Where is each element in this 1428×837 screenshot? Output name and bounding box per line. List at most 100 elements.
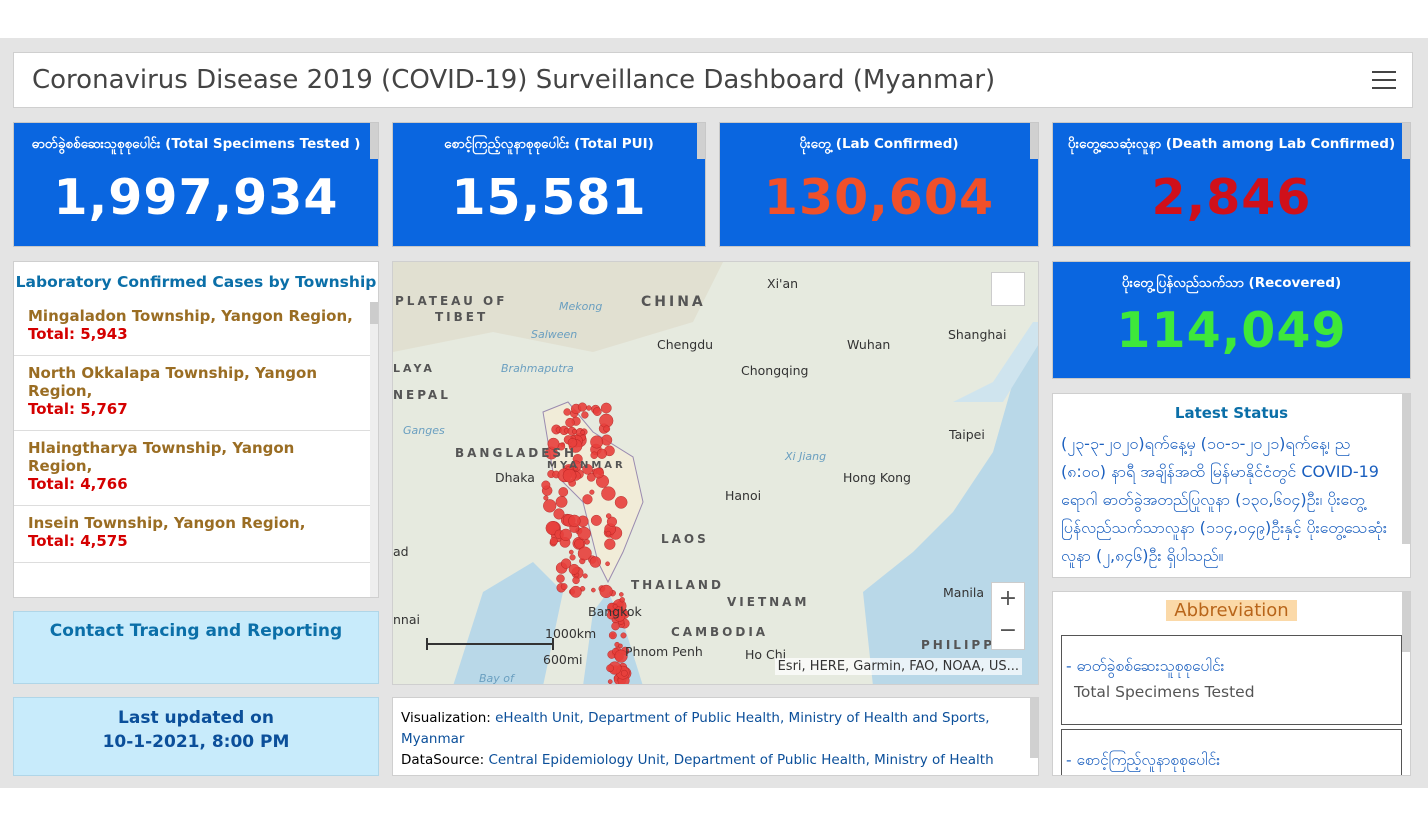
case-dot[interactable] [614, 649, 628, 663]
case-dot[interactable] [568, 563, 580, 575]
case-dot[interactable] [589, 556, 602, 568]
case-dot[interactable] [586, 405, 592, 411]
abbr-item: - ဓာတ်ခွဲစစ်ဆေးသူစုစုပေါင်း Total Specim… [1061, 635, 1402, 725]
case-dot[interactable] [560, 583, 568, 590]
credit[interactable]: Central Epidemiology Unit, Department of… [488, 752, 994, 768]
abbr-title: Abbreviation [1166, 600, 1297, 621]
map-label: LAOS [661, 532, 709, 546]
case-dot[interactable] [574, 538, 585, 549]
contact-tracing[interactable]: Contact Tracing and Reporting [13, 611, 379, 684]
township-item[interactable]: North Okkalapa Township, Yangon Region, T… [14, 356, 370, 431]
case-dot[interactable] [569, 554, 576, 561]
case-dot[interactable] [560, 558, 572, 569]
case-dot[interactable] [569, 585, 582, 598]
case-dot[interactable] [612, 603, 618, 609]
case-dot[interactable] [555, 495, 568, 508]
case-dot[interactable] [619, 597, 625, 603]
card-value: 1,997,934 [53, 169, 339, 226]
township-item[interactable]: Mingaladon Township, Yangon Region, Total… [14, 299, 370, 356]
card-value: 130,604 [763, 169, 995, 226]
case-dot[interactable] [567, 437, 578, 448]
map-label: Hanoi [725, 488, 762, 503]
last-updated: Last updated on 10-1-2021, 8:00 PM [13, 697, 379, 776]
case-dot[interactable] [605, 513, 612, 519]
overview-button[interactable] [991, 272, 1025, 306]
case-dot[interactable] [620, 669, 628, 677]
township-item[interactable]: Hlaingtharya Township, Yangon Region, Tot… [14, 431, 370, 506]
case-dot[interactable] [558, 487, 569, 497]
case-dot[interactable] [601, 434, 613, 446]
map-label: MYANMAR [547, 460, 626, 471]
stat-card: ပိုးတွေ့ (Lab Confirmed) 130,604 [719, 122, 1039, 247]
case-dot[interactable] [605, 530, 612, 537]
case-dot[interactable] [577, 526, 591, 541]
case-dot[interactable] [620, 632, 627, 639]
list-title: Laboratory Confirmed Cases by Township [15, 273, 377, 291]
case-dot[interactable] [606, 664, 614, 673]
case-dot[interactable] [593, 467, 605, 479]
card-title: စောင့်ကြည့်လူနာစုစုပေါင်း (Total PUI) [444, 136, 654, 152]
case-dot[interactable] [606, 516, 618, 527]
township-total: Total: 4,575 [28, 532, 128, 550]
case-dot[interactable] [562, 468, 577, 483]
case-dot[interactable] [572, 576, 580, 585]
case-dot[interactable] [543, 495, 549, 501]
case-dot[interactable] [582, 494, 593, 505]
township-item[interactable]: Insein Township, Yangon Region, Total: 4,… [14, 506, 370, 563]
case-dot[interactable] [605, 561, 610, 567]
case-dot[interactable] [553, 508, 565, 520]
map-label: Dhaka [495, 470, 535, 485]
card-value: 114,049 [1116, 302, 1347, 359]
map-label: TIBET [435, 310, 489, 324]
credit[interactable]: eHealth Unit, Department of Public Healt… [401, 710, 990, 747]
case-dot[interactable] [565, 417, 575, 428]
case-dot[interactable] [607, 679, 613, 684]
case-dot[interactable] [600, 402, 612, 414]
case-dot[interactable] [559, 528, 572, 542]
case-dot[interactable] [581, 411, 589, 419]
card-title: ပိုးတွေ့သေဆုံးလူနာ (Death among Lab Conf… [1067, 136, 1396, 152]
case-dot[interactable] [547, 437, 560, 450]
case-dot[interactable] [556, 574, 565, 583]
case-dot[interactable] [582, 573, 588, 579]
case-dot[interactable] [573, 465, 578, 471]
case-dot[interactable] [590, 451, 598, 459]
case-dot[interactable] [596, 448, 608, 459]
map-layer [393, 262, 1038, 684]
case-dot[interactable] [604, 538, 616, 550]
case-dot[interactable] [614, 496, 628, 509]
case-dot[interactable] [549, 537, 558, 546]
map-label: CAMBODIA [671, 625, 769, 639]
menu-button[interactable] [1372, 67, 1396, 95]
map-label: nnai [393, 612, 420, 627]
case-dot[interactable] [543, 499, 557, 513]
map-label: CHINA [641, 294, 706, 310]
case-dot[interactable] [590, 435, 604, 449]
case-dot[interactable] [582, 464, 593, 475]
case-dot[interactable] [611, 621, 620, 631]
case-dot[interactable] [592, 407, 602, 416]
case-dot[interactable] [591, 587, 596, 593]
case-dot[interactable] [613, 609, 626, 622]
zoom-controls[interactable]: + − [991, 582, 1025, 650]
case-dot[interactable] [580, 430, 586, 435]
case-dot[interactable] [568, 549, 574, 555]
case-dot[interactable] [577, 402, 587, 412]
case-dot[interactable] [603, 425, 611, 433]
case-dot[interactable] [601, 486, 616, 501]
case-dot[interactable] [568, 514, 581, 528]
map-label: Hong Kong [843, 470, 911, 485]
map-label: VIETNAM [727, 595, 810, 609]
case-dot[interactable] [563, 408, 571, 416]
map-label: Bangkok [588, 604, 642, 619]
last-updated-date: 10-1-2021, 8:00 PM [102, 732, 290, 752]
case-dot[interactable] [618, 643, 623, 649]
map-label: Chongqing [741, 363, 809, 378]
case-dot[interactable] [618, 592, 624, 597]
case-dot[interactable] [577, 546, 592, 561]
case-dot[interactable] [541, 480, 551, 490]
case-dot[interactable] [589, 489, 595, 495]
case-dot[interactable] [590, 514, 602, 526]
case-dot[interactable] [608, 631, 617, 640]
case-dot[interactable] [599, 584, 613, 599]
